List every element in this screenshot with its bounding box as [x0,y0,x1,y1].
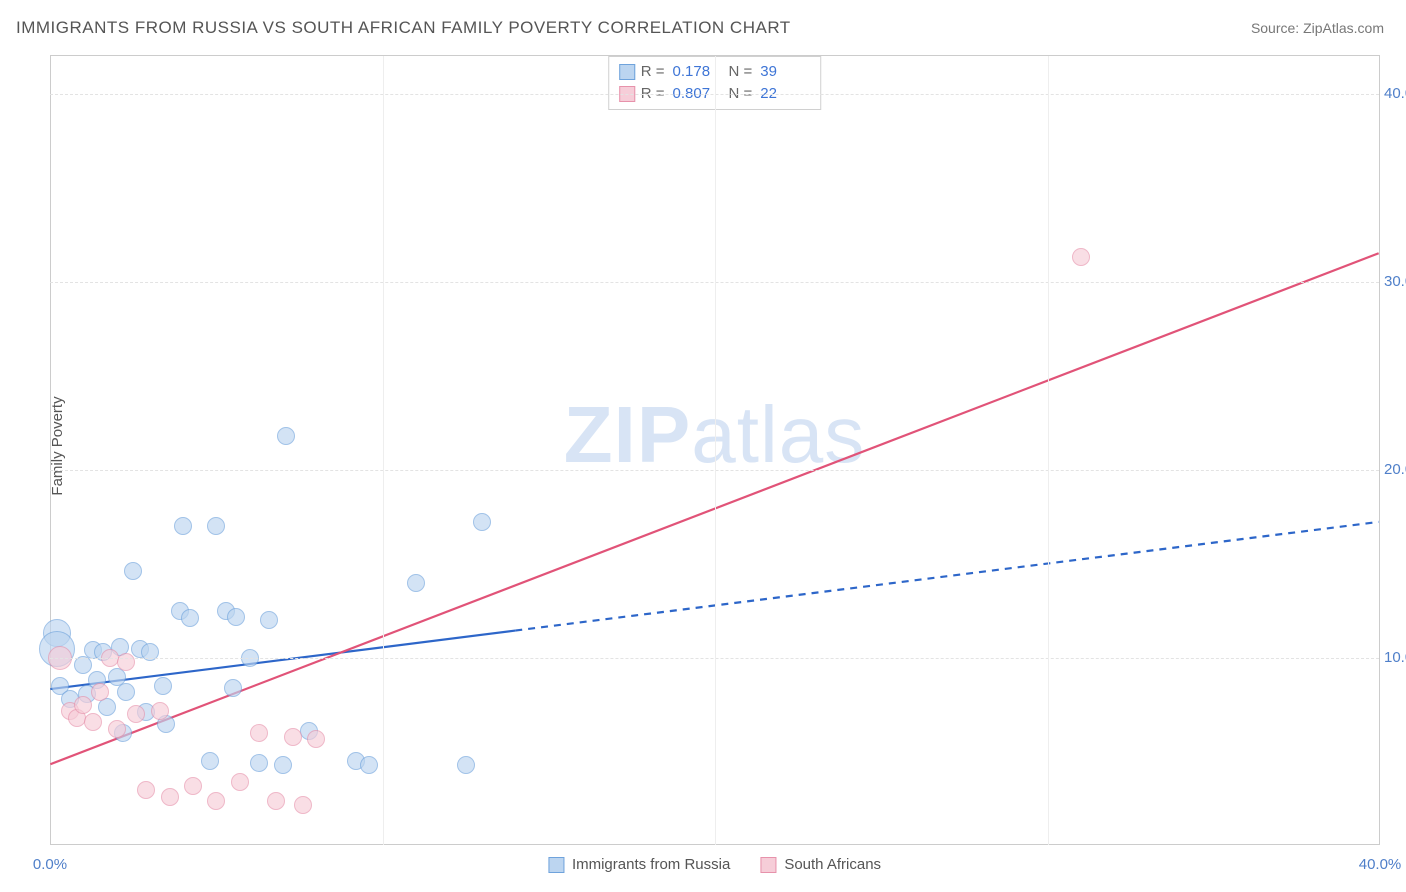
data-point-south_africa [231,773,249,791]
legend-label-russia: Immigrants from Russia [572,856,730,873]
data-point-russia [174,517,192,535]
data-point-russia [124,562,142,580]
data-point-south_africa [207,792,225,810]
chart-title: IMMIGRANTS FROM RUSSIA VS SOUTH AFRICAN … [16,18,791,38]
data-point-russia [277,427,295,445]
legend-item-south_africa: South Africans [760,856,881,873]
data-point-russia [201,752,219,770]
source-name: ZipAtlas.com [1303,20,1384,36]
data-point-south_africa [91,683,109,701]
legend-swatch-russia [619,64,635,80]
y-tick-label: 40.0% [1384,85,1406,102]
data-point-south_africa [250,724,268,742]
data-point-russia [473,513,491,531]
legend-swatch-russia [548,857,564,873]
data-point-south_africa [294,796,312,814]
gridline-v [715,56,716,845]
gridline-v [1048,56,1049,845]
y-tick-label: 20.0% [1384,461,1406,478]
data-point-russia [154,677,172,695]
data-point-russia [74,656,92,674]
data-point-south_africa [84,713,102,731]
data-point-south_africa [127,705,145,723]
data-point-russia [207,517,225,535]
data-point-south_africa [117,653,135,671]
x-tick-label: 0.0% [33,856,67,873]
data-point-russia [117,683,135,701]
legend-swatch-south_africa [760,857,776,873]
data-point-russia [227,608,245,626]
source-prefix: Source: [1251,20,1303,36]
data-point-south_africa [137,781,155,799]
y-tick-label: 30.0% [1384,273,1406,290]
x-tick-label: 40.0% [1359,856,1402,873]
data-point-south_africa [284,728,302,746]
data-point-russia [224,679,242,697]
data-point-russia [457,756,475,774]
data-point-russia [407,574,425,592]
legend-N-value-russia: 39 [760,61,810,83]
plot-area: ZIPatlas R =0.178N =39R =0.807N =22 Immi… [50,55,1380,845]
data-point-south_africa [184,777,202,795]
data-point-russia [360,756,378,774]
legend-label-south_africa: South Africans [784,856,881,873]
data-point-south_africa [1072,248,1090,266]
data-point-south_africa [151,702,169,720]
y-tick-label: 10.0% [1384,649,1406,666]
gridline-v [383,56,384,845]
data-point-south_africa [108,720,126,738]
data-point-russia [181,609,199,627]
data-point-south_africa [74,696,92,714]
legend-R-label: R = [641,61,665,83]
legend-item-russia: Immigrants from Russia [548,856,730,873]
data-point-russia [274,756,292,774]
chart-container: IMMIGRANTS FROM RUSSIA VS SOUTH AFRICAN … [0,0,1406,892]
legend-N-label: N = [729,61,753,83]
data-point-south_africa [267,792,285,810]
data-point-russia [250,754,268,772]
data-point-south_africa [307,730,325,748]
source-label: Source: ZipAtlas.com [1251,20,1384,36]
legend-series: Immigrants from Russia South Africans [548,856,881,873]
data-point-south_africa [161,788,179,806]
data-point-russia [260,611,278,629]
